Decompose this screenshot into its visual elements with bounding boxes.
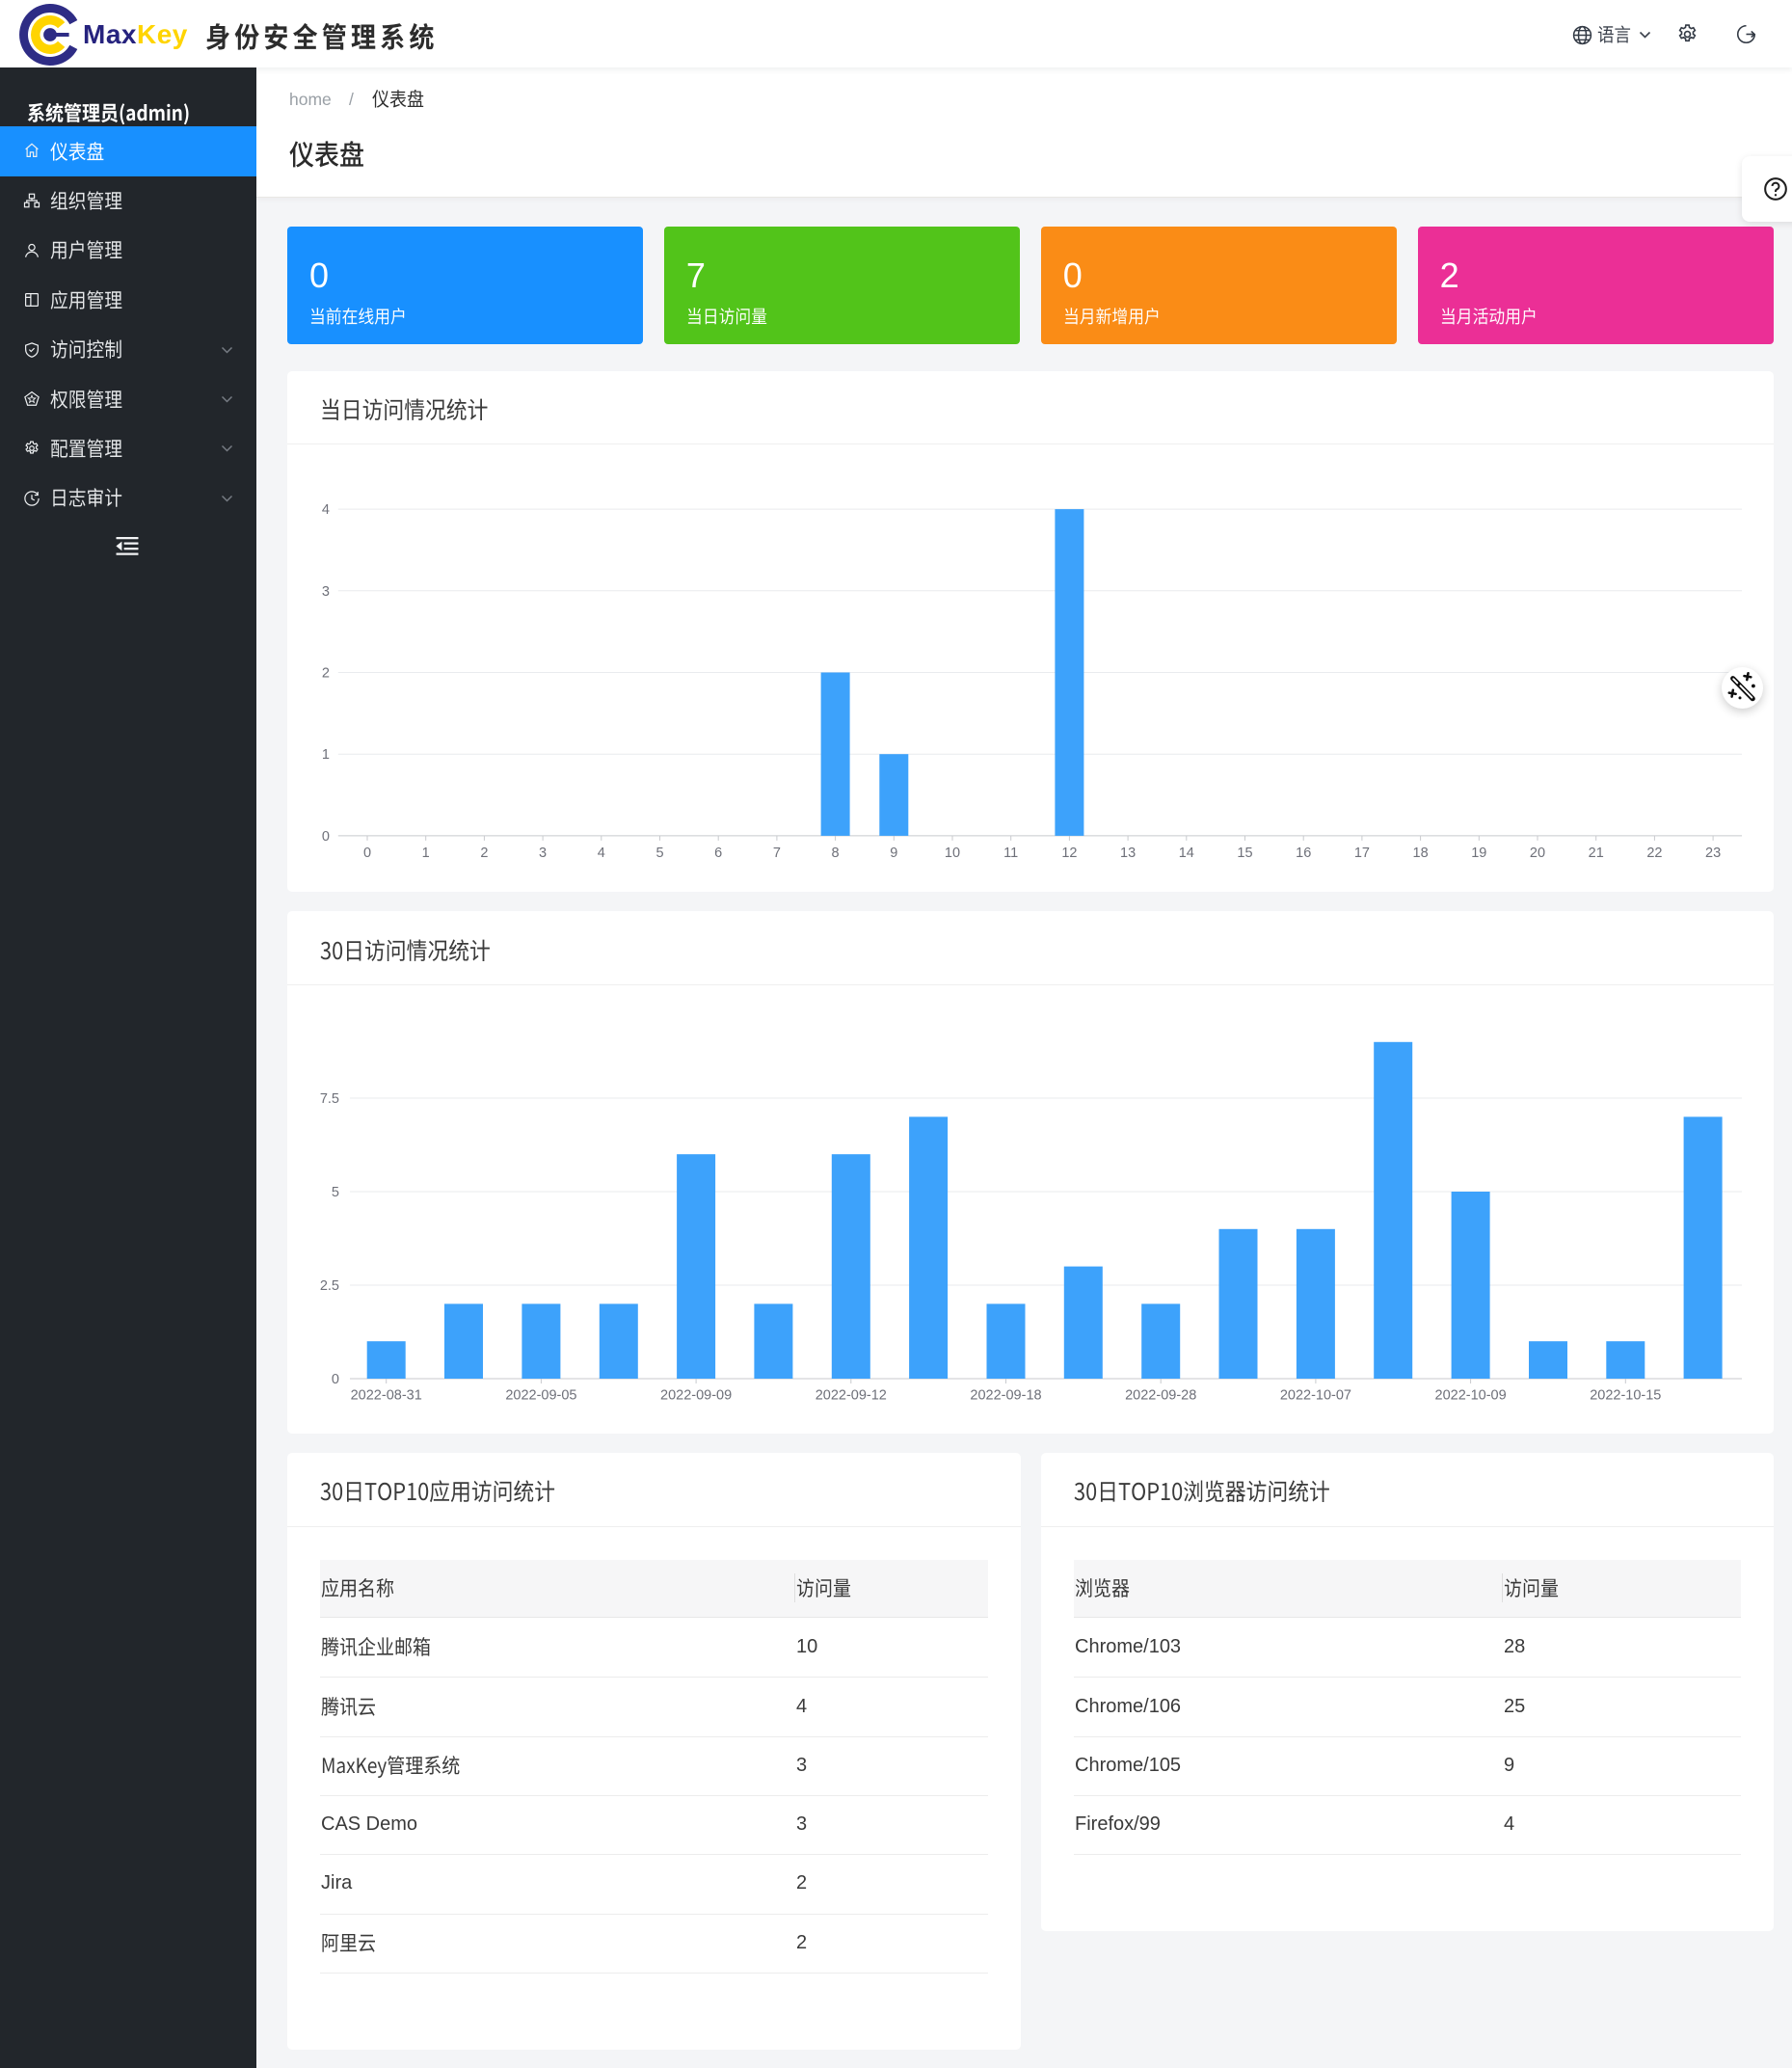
svg-text:2: 2 xyxy=(322,666,330,682)
svg-text:3: 3 xyxy=(322,584,330,600)
svg-text:0: 0 xyxy=(332,1372,339,1387)
svg-text:5: 5 xyxy=(332,1185,339,1200)
svg-text:9: 9 xyxy=(890,846,897,861)
svg-text:12: 12 xyxy=(1061,846,1077,861)
svg-text:2022-08-31: 2022-08-31 xyxy=(351,1387,422,1403)
svg-text:2.5: 2.5 xyxy=(320,1278,339,1294)
svg-text:7: 7 xyxy=(773,846,781,861)
svg-text:20: 20 xyxy=(1530,846,1545,861)
svg-text:7.5: 7.5 xyxy=(320,1091,339,1107)
svg-text:2022-10-07: 2022-10-07 xyxy=(1280,1387,1351,1403)
svg-text:0: 0 xyxy=(322,829,330,845)
svg-text:1: 1 xyxy=(422,846,430,861)
svg-text:19: 19 xyxy=(1471,846,1486,861)
svg-text:21: 21 xyxy=(1589,846,1604,861)
svg-text:2022-09-28: 2022-09-28 xyxy=(1125,1387,1196,1403)
svg-text:2022-10-15: 2022-10-15 xyxy=(1590,1387,1661,1403)
svg-text:2022-09-18: 2022-09-18 xyxy=(970,1387,1041,1403)
svg-text:15: 15 xyxy=(1237,846,1252,861)
svg-text:8: 8 xyxy=(832,846,840,861)
svg-text:0: 0 xyxy=(363,846,371,861)
svg-text:4: 4 xyxy=(598,846,605,861)
svg-text:2022-09-05: 2022-09-05 xyxy=(505,1387,576,1403)
svg-text:23: 23 xyxy=(1705,846,1721,861)
svg-text:2022-09-12: 2022-09-12 xyxy=(816,1387,887,1403)
svg-text:4: 4 xyxy=(322,502,330,518)
svg-text:5: 5 xyxy=(655,846,663,861)
svg-text:3: 3 xyxy=(539,846,547,861)
svg-text:2022-10-09: 2022-10-09 xyxy=(1435,1387,1507,1403)
svg-text:2: 2 xyxy=(480,846,488,861)
svg-text:10: 10 xyxy=(945,846,960,861)
svg-text:2022-09-09: 2022-09-09 xyxy=(660,1387,732,1403)
svg-text:17: 17 xyxy=(1354,846,1370,861)
svg-text:13: 13 xyxy=(1120,846,1136,861)
svg-text:11: 11 xyxy=(1003,846,1018,861)
svg-text:1: 1 xyxy=(322,747,330,763)
svg-text:22: 22 xyxy=(1646,846,1662,861)
svg-text:6: 6 xyxy=(714,846,722,861)
svg-text:18: 18 xyxy=(1413,846,1429,861)
svg-text:16: 16 xyxy=(1296,846,1311,861)
svg-text:14: 14 xyxy=(1179,846,1194,861)
